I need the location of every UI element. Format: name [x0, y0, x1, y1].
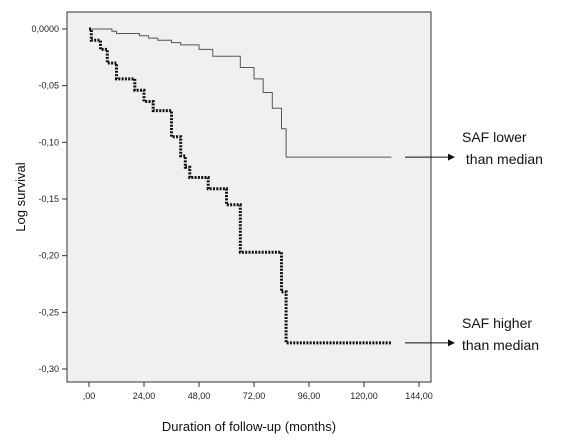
x-tick-label: 144,00 [405, 391, 433, 401]
x-axis-title: Duration of follow-up (months) [162, 419, 336, 434]
y-tick-label: -0,15 [38, 194, 59, 204]
x-tick-label: ,00 [83, 391, 96, 401]
annotation-label: SAF lower [462, 129, 527, 145]
annotation-label: than median [462, 151, 543, 167]
annotation-label: than median [462, 337, 539, 353]
annotation-label: SAF higher [462, 315, 532, 331]
arrow-head-icon [448, 153, 455, 161]
y-tick-label: -0,05 [38, 81, 59, 91]
y-tick-label: -0,10 [38, 137, 59, 147]
x-tick-label: 24,00 [133, 391, 156, 401]
plot-area [66, 11, 432, 383]
y-axis-title: Log survival [13, 162, 28, 231]
series-group [89, 27, 392, 345]
y-tick-label: 0,0000 [31, 24, 59, 34]
y-axis: 0,0000 -0,05 -0,10 -0,15 -0,20 -0,25 -0,30 [31, 24, 67, 374]
arrow-head-icon [448, 339, 455, 347]
series-line-lower [89, 28, 392, 158]
x-tick-label: 48,00 [188, 391, 211, 401]
x-axis: ,00 24,00 48,00 72,00 96,00 120,00 144,00 [83, 382, 433, 401]
x-tick-label: 120,00 [350, 391, 378, 401]
x-tick-label: 96,00 [298, 391, 321, 401]
series-line-higher [89, 27, 392, 345]
x-tick-label: 72,00 [243, 391, 266, 401]
y-tick-label: -0,20 [38, 251, 59, 261]
y-tick-label: -0,25 [38, 307, 59, 317]
y-tick-label: -0,30 [38, 364, 59, 374]
annotations: SAF lower than median SAF higher than medi… [405, 129, 543, 353]
